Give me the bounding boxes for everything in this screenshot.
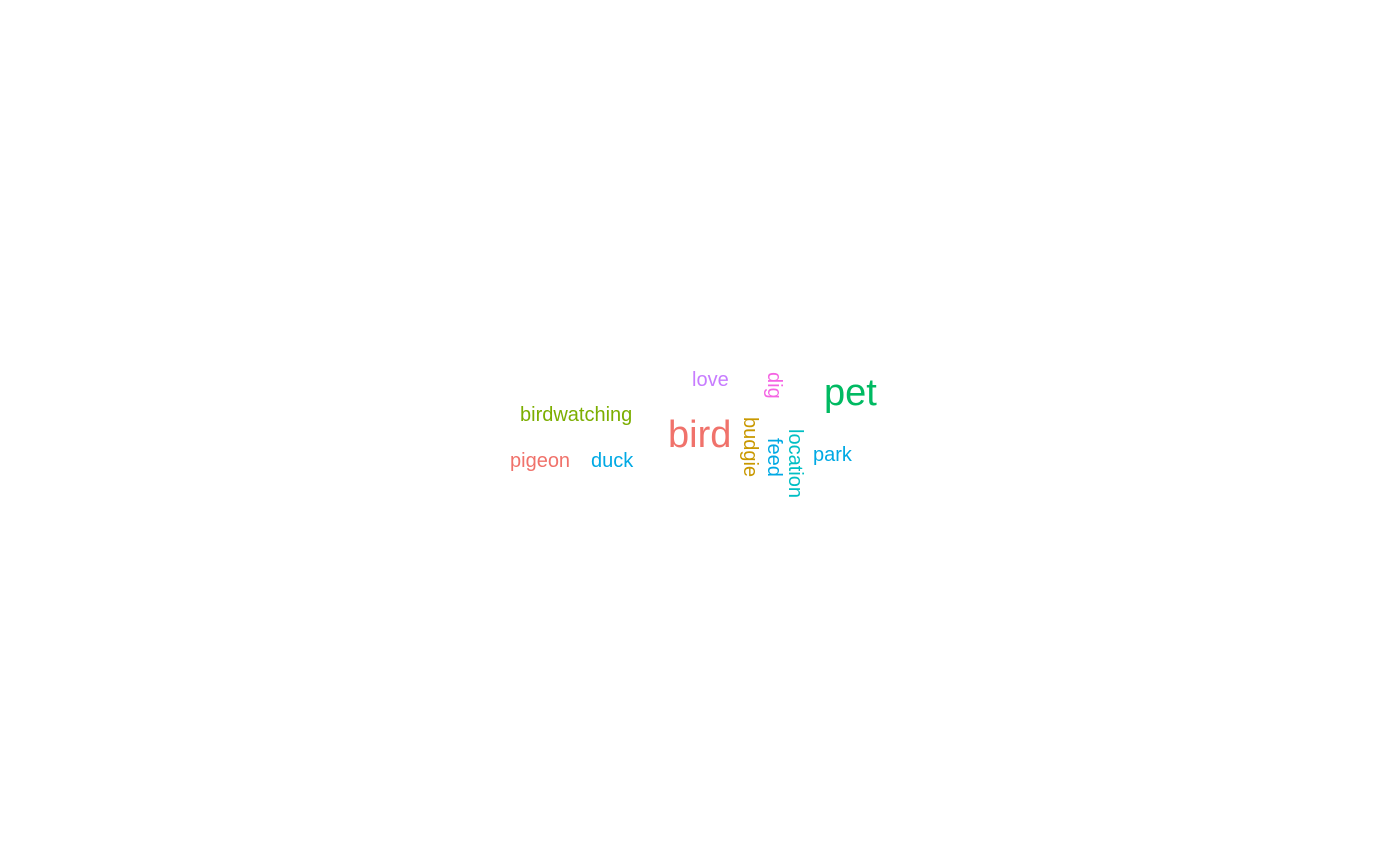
word-pet: pet [824,372,877,414]
word-bird: bird [668,414,732,456]
word-love: love [692,369,729,391]
word-budgie: budgie [739,417,761,478]
word-duck: duck [591,450,634,472]
word-birdwatching: birdwatching [520,404,633,426]
word-location: location [784,429,806,498]
word-dig: dig [763,372,785,399]
word-pigeon: pigeon [510,450,571,472]
word-feed: feed [763,438,785,477]
word-park: park [813,444,852,466]
